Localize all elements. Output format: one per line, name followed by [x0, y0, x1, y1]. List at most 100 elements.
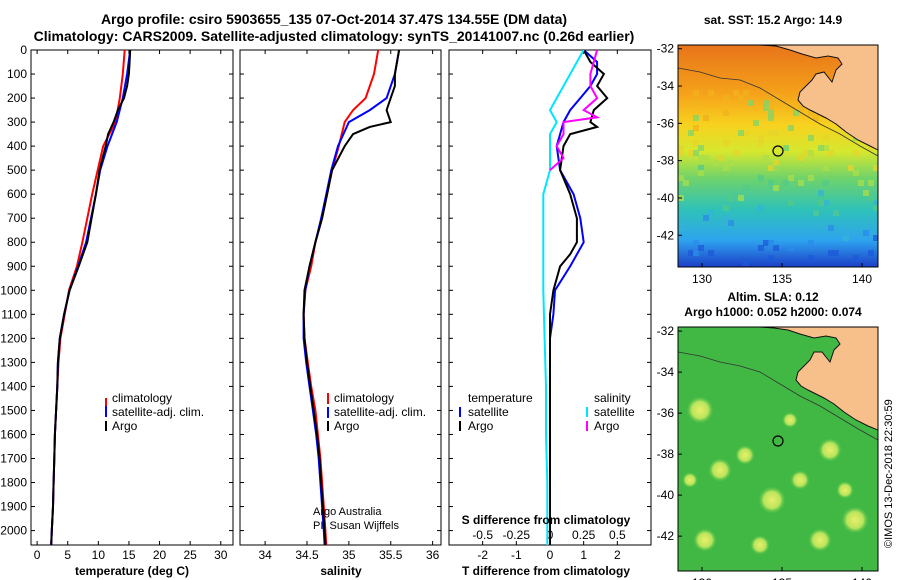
sla-anomaly-blob	[682, 472, 698, 488]
x-tick-label: 1	[580, 548, 587, 562]
series-line-argo	[302, 50, 401, 545]
sst-pixel	[683, 180, 689, 186]
depth-tick-label: 1000	[0, 283, 27, 297]
salinity-panel: 34 34.5 35 35.5 36	[240, 49, 441, 562]
sst-pixel	[678, 150, 684, 156]
x-tick-label: 10	[92, 548, 106, 562]
x-tick-label: 34	[258, 548, 272, 562]
sst-pixel	[723, 95, 729, 101]
map-x-tick-label: 130	[692, 272, 712, 286]
sst-pixel	[788, 245, 794, 251]
map-y-tick-label: -42	[657, 529, 675, 543]
sst-map-axes: 130 135 140 -32 -34 -36 -38 -40 -42	[657, 42, 873, 286]
map-x-tick-label: 135	[772, 272, 792, 286]
s-difference-xlabel: S difference from climatology	[462, 513, 631, 527]
float-marker-sst	[772, 145, 784, 157]
depth-tick-label: 200	[7, 91, 27, 105]
sst-pixel	[868, 195, 874, 201]
sst-pixel	[728, 195, 734, 201]
map-x-tick-label: 135	[772, 576, 792, 580]
sst-pixel	[698, 155, 704, 161]
depth-axis: 0 100 200 300 400 500 600 700 800 900 1000 1100 1200…	[0, 43, 27, 538]
sst-pixel	[768, 180, 774, 186]
legend-label-t-satellite: satellite	[468, 405, 509, 419]
legend-label-climatology: climatology	[112, 391, 172, 405]
sst-pixel	[753, 120, 759, 126]
sst-pixel	[833, 250, 839, 256]
depth-tick-label: 1800	[0, 476, 27, 490]
map-x-tick-label: 130	[692, 576, 712, 580]
sst-pixel	[723, 220, 729, 226]
sst-pixel	[823, 200, 829, 206]
sst-pixel	[743, 90, 749, 96]
legend-label-satellite: satellite-adj. clim.	[112, 405, 204, 419]
t-difference-xlabel: T difference from climatology	[462, 564, 630, 578]
figure-title-line1: Argo profile: csiro 5903655_135 07-Oct-2…	[101, 11, 567, 27]
depth-tick-label: 1300	[0, 355, 27, 369]
sst-pixel	[788, 200, 794, 206]
depth-tick-label: 800	[7, 235, 27, 249]
sst-pixel	[858, 180, 864, 186]
difference-legend-temperature: temperature satellite Argo	[459, 391, 533, 433]
sla-map-title-line1: Altim. SLA: 0.12	[727, 290, 819, 304]
sst-pixel	[693, 100, 699, 106]
x-tick-label: 25	[183, 548, 197, 562]
sla-anomaly-blob	[841, 506, 869, 534]
sst-pixel	[693, 150, 699, 156]
sst-pixel	[703, 155, 709, 161]
depth-tick-label: 0	[20, 43, 27, 57]
sst-pixel	[803, 150, 809, 156]
x-tick-label: 2	[614, 548, 621, 562]
float-marker-sla	[772, 435, 784, 447]
sst-pixel	[693, 115, 699, 121]
map-y-tick-label: -40	[657, 191, 675, 205]
sst-pixel	[813, 115, 819, 121]
sst-pixel	[773, 160, 779, 166]
sst-pixel	[773, 130, 779, 136]
series-line-t-argo	[549, 50, 609, 545]
legend-label-t-argo: Argo	[468, 419, 494, 433]
series-line-s-argo	[549, 50, 601, 171]
sst-pixel	[723, 205, 729, 211]
sst-pixel	[808, 175, 814, 181]
sst-pixel	[728, 220, 734, 226]
sst-pixel	[818, 190, 824, 196]
sst-pixel	[828, 250, 834, 256]
sla-anomaly-blob	[818, 438, 842, 462]
sst-pixel	[868, 180, 874, 186]
temperature-panel: 0 5 10 15 20 25 30	[31, 49, 233, 562]
sst-pixel	[853, 150, 859, 156]
sst-pixel	[693, 140, 699, 146]
temperature-xlabel: temperature (deg C)	[75, 564, 189, 578]
x-tick-label: 20	[153, 548, 167, 562]
sla-anomaly-blob	[790, 470, 810, 490]
sst-map-title: sat. SST: 15.2 Argo: 14.9	[704, 13, 843, 27]
sst-pixel	[828, 225, 834, 231]
sst-pixel	[773, 100, 779, 106]
credit-pi: PI: Susan Wijffels	[313, 520, 399, 532]
sst-pixel	[823, 180, 829, 186]
map-y-tick-label: -32	[657, 324, 675, 338]
map-x-tick-label: 140	[852, 576, 872, 580]
x-tick-label: 5	[64, 548, 71, 562]
sla-anomaly-blob	[735, 445, 755, 465]
sla-anomaly-blob	[693, 528, 717, 552]
sst-pixel	[868, 145, 874, 151]
map-y-tick-label: -34	[657, 365, 675, 379]
sst-pixel	[773, 245, 779, 251]
sla-map-frame	[677, 326, 879, 572]
map-y-tick-label: -36	[657, 406, 675, 420]
sst-pixel	[698, 165, 704, 171]
sst-pixel	[763, 240, 769, 246]
sst-pixel	[773, 185, 779, 191]
map-y-tick-label: -36	[657, 116, 675, 130]
sst-pixel	[678, 175, 684, 181]
s-tick-label: 0.5	[609, 528, 626, 542]
sst-pixel	[768, 130, 774, 136]
sst-pixel	[798, 180, 804, 186]
depth-tick-label: 700	[7, 211, 27, 225]
sst-pixel	[808, 135, 814, 141]
legend-label-argo: Argo	[334, 419, 360, 433]
legend-label-climatology: climatology	[334, 391, 394, 405]
sst-pixel	[788, 125, 794, 131]
